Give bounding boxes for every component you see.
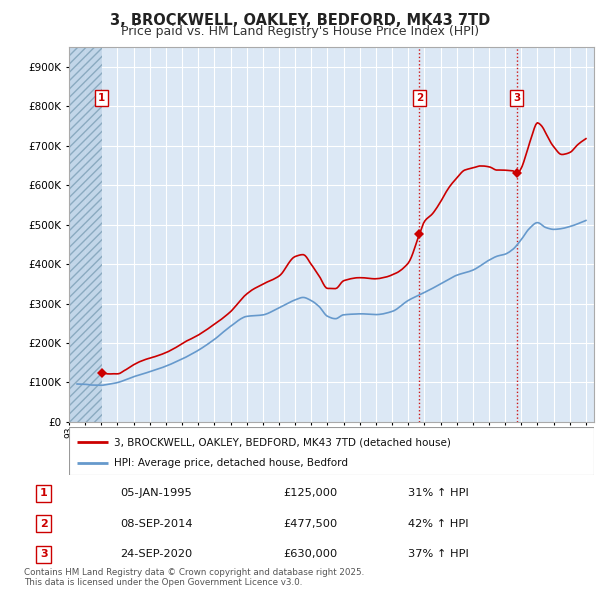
Text: 37% ↑ HPI: 37% ↑ HPI [407,549,469,559]
Text: 3: 3 [40,549,47,559]
Text: £477,500: £477,500 [283,519,338,529]
Text: £125,000: £125,000 [283,488,338,498]
Text: 31% ↑ HPI: 31% ↑ HPI [407,488,469,498]
Text: 3, BROCKWELL, OAKLEY, BEDFORD, MK43 7TD: 3, BROCKWELL, OAKLEY, BEDFORD, MK43 7TD [110,13,490,28]
Text: HPI: Average price, detached house, Bedford: HPI: Average price, detached house, Bedf… [113,458,347,468]
Text: 3, BROCKWELL, OAKLEY, BEDFORD, MK43 7TD (detached house): 3, BROCKWELL, OAKLEY, BEDFORD, MK43 7TD … [113,437,451,447]
Bar [69,47,101,422]
Text: Contains HM Land Registry data © Crown copyright and database right 2025.
This d: Contains HM Land Registry data © Crown c… [24,568,364,587]
Text: 3: 3 [514,93,521,103]
Text: 2: 2 [40,519,47,529]
Text: 42% ↑ HPI: 42% ↑ HPI [407,519,468,529]
Text: 2: 2 [416,93,423,103]
Text: 05-JAN-1995: 05-JAN-1995 [120,488,191,498]
Text: 08-SEP-2014: 08-SEP-2014 [120,519,193,529]
Text: Price paid vs. HM Land Registry's House Price Index (HPI): Price paid vs. HM Land Registry's House … [121,25,479,38]
Text: £630,000: £630,000 [283,549,338,559]
Text: 1: 1 [98,93,105,103]
Bar [69,47,101,422]
Text: 1: 1 [40,488,47,498]
Text: 24-SEP-2020: 24-SEP-2020 [120,549,192,559]
